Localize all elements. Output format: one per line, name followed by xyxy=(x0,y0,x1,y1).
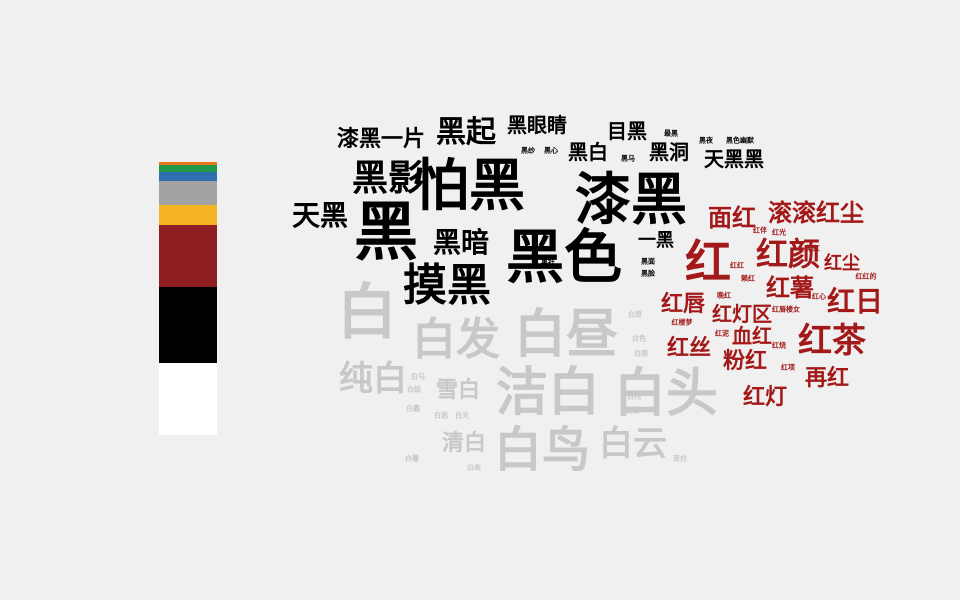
word-red-30: 红薯 xyxy=(766,273,814,302)
word-white-58: 纯白 xyxy=(339,359,407,399)
word-white-65: 白雨 xyxy=(634,348,648,358)
word-red-45: 红心 xyxy=(812,291,826,301)
word-red-43: 红红 xyxy=(730,260,744,270)
word-black-13: 黑洞 xyxy=(649,140,689,164)
palette-swatch-gray xyxy=(159,181,217,205)
word-red-44: 晚红 xyxy=(717,290,731,300)
word-white-54: 白发 xyxy=(412,314,500,365)
word-red-34: 红茶 xyxy=(798,321,866,361)
palette-swatch-white xyxy=(159,363,217,435)
word-red-51: 红烧 xyxy=(772,340,786,350)
word-white-60: 白鸟 xyxy=(493,422,591,478)
word-white-59: 雪白 xyxy=(435,377,481,403)
word-black-23: 黑脸 xyxy=(641,268,655,278)
word-white-55: 白昼 xyxy=(513,304,619,365)
word-white-63: 白原 xyxy=(628,309,642,319)
word-white-71: 白兆 xyxy=(627,391,641,401)
word-white-57: 白头 xyxy=(613,363,719,424)
word-red-41: 红光 xyxy=(772,227,786,237)
word-black-11: 目黑 xyxy=(607,119,647,143)
palette-swatch-black xyxy=(159,287,217,363)
word-black-15: 一黑 xyxy=(638,230,674,251)
word-black-10: 黑眼睛 xyxy=(507,113,567,137)
word-red-48: 红唇楼女 xyxy=(772,304,800,314)
word-red-49: 红楼梦 xyxy=(671,317,693,327)
word-white-75: 变白 xyxy=(673,453,687,463)
word-white-72: 白雪 xyxy=(626,405,640,415)
word-black-4: 摸黑 xyxy=(403,260,491,311)
word-black-2: 漆黑 xyxy=(575,167,687,233)
palette-swatch-green xyxy=(159,165,217,172)
word-red-38: 再红 xyxy=(804,365,850,391)
word-red-42: 染红 xyxy=(806,243,820,253)
word-black-7: 黑暗 xyxy=(432,226,490,259)
word-white-56: 洁白 xyxy=(495,362,601,423)
word-red-32: 红唇 xyxy=(660,291,706,317)
word-red-52: 红项 xyxy=(781,362,795,372)
word-black-9: 漆黑一片 xyxy=(336,126,426,152)
palette-swatch-blue xyxy=(159,172,217,181)
word-white-62: 清白 xyxy=(441,430,487,456)
word-white-64: 白色 xyxy=(632,333,646,343)
word-red-50: 红泥 xyxy=(715,328,729,338)
word-red-46: 红红的 xyxy=(855,271,877,281)
word-black-0: 黑 xyxy=(354,195,418,270)
word-black-17: 黑夜 xyxy=(699,135,713,145)
word-black-5: 黑影 xyxy=(351,157,425,199)
word-white-74: 白金 xyxy=(467,462,481,472)
word-white-69: 白逃 xyxy=(434,410,448,420)
word-black-16: 最黑 xyxy=(664,128,678,138)
word-black-12: 黑白 xyxy=(568,140,608,164)
word-black-1: 怕黑 xyxy=(413,153,525,219)
word-white-61: 白云 xyxy=(599,424,667,464)
word-black-21: 黑马 xyxy=(621,153,635,163)
word-black-24: 黑社 xyxy=(541,257,555,267)
word-black-20: 黑心 xyxy=(544,145,558,155)
word-red-33: 红灯区 xyxy=(712,302,772,326)
word-red-29: 红尘 xyxy=(824,253,860,274)
word-white-67: 白纸 xyxy=(407,384,421,394)
word-red-27: 滚滚红尘 xyxy=(768,198,864,227)
word-red-39: 红灯 xyxy=(742,384,788,410)
word-red-47: 赖红 xyxy=(741,273,755,283)
word-red-40: 红伴 xyxy=(753,225,767,235)
word-black-19: 黑纱 xyxy=(521,145,535,155)
word-black-22: 黑面 xyxy=(641,256,655,266)
word-white-70: 白天 xyxy=(455,410,469,420)
palette-swatch-orange xyxy=(159,162,217,165)
word-red-28: 面红 xyxy=(708,203,756,232)
word-white-73: 白薯 xyxy=(405,453,419,463)
word-red-35: 血红 xyxy=(732,324,772,348)
word-red-37: 粉红 xyxy=(722,348,768,374)
word-black-18: 黑色幽默 xyxy=(726,135,754,145)
word-black-8: 黑起 xyxy=(436,115,496,150)
word-red-25: 红 xyxy=(685,235,731,289)
palette-swatch-yellow xyxy=(159,205,217,225)
word-black-6: 天黑 xyxy=(291,199,349,232)
palette-swatch-red xyxy=(159,225,217,287)
word-white-66: 白马 xyxy=(411,371,425,381)
word-black-3: 黑色 xyxy=(505,223,623,291)
word-black-14: 天黑黑 xyxy=(704,147,764,171)
word-red-26: 红颜 xyxy=(755,235,821,273)
word-white-53: 白 xyxy=(337,278,397,348)
word-red-36: 红丝 xyxy=(666,335,712,361)
word-white-68: 白鑫 xyxy=(406,403,420,413)
color-palette xyxy=(159,162,217,435)
word-red-31: 红日 xyxy=(826,285,884,318)
